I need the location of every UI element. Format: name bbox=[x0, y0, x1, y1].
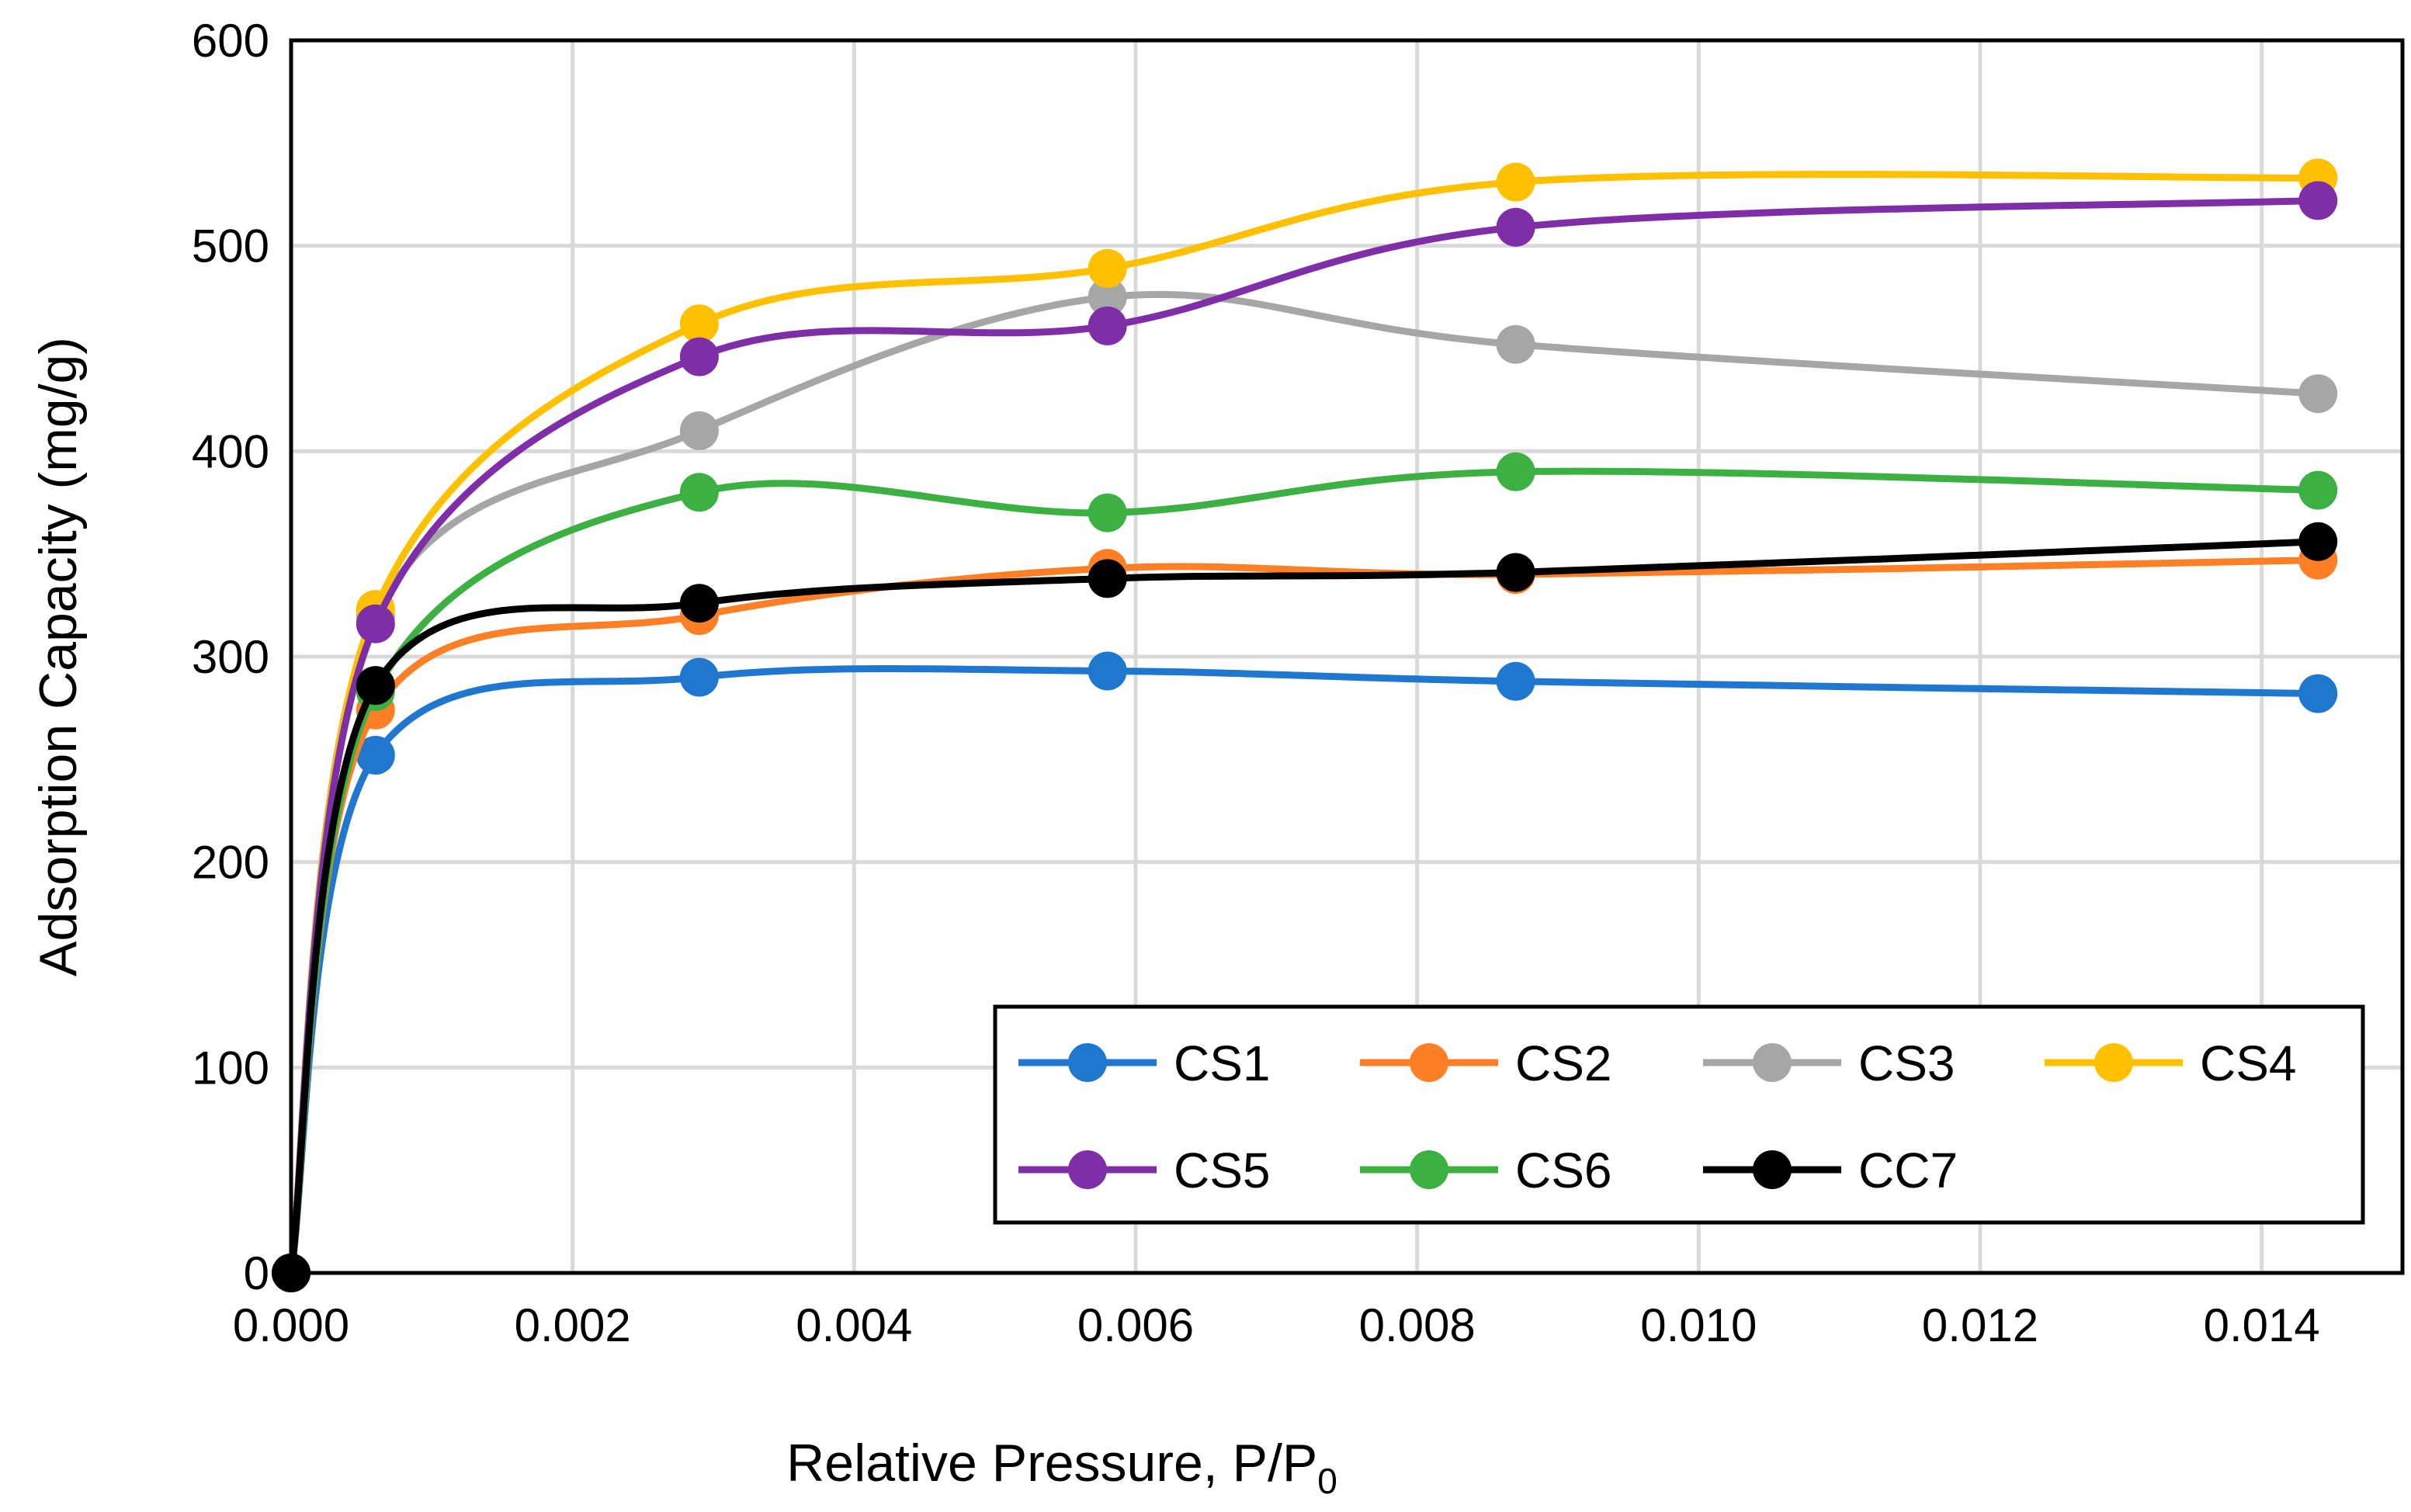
legend-entry-cc7: CC7 bbox=[1703, 1143, 1958, 1198]
legend-entry-cs6: CS6 bbox=[1360, 1143, 1612, 1198]
legend-label: CC7 bbox=[1858, 1143, 1958, 1198]
legend-label: CS3 bbox=[1858, 1035, 1955, 1091]
data-point-cs6 bbox=[679, 473, 719, 512]
data-point-cc7 bbox=[2298, 522, 2338, 561]
legend: CS1 CS2 CS3 CS4 CS5 CS6 CC7 bbox=[993, 1004, 2365, 1225]
series-cc7 bbox=[272, 522, 2338, 1292]
data-point-cs1 bbox=[356, 736, 395, 775]
y-tick-label: 600 bbox=[192, 15, 269, 67]
legend-entry-cs3: CS3 bbox=[1703, 1035, 1955, 1091]
data-point-cs5 bbox=[679, 337, 719, 376]
data-point-cs6 bbox=[2298, 470, 2338, 510]
x-tick-label: 0.012 bbox=[1922, 1299, 2038, 1351]
data-point-cs4 bbox=[1496, 162, 1535, 202]
x-tick-label: 0.004 bbox=[796, 1299, 912, 1351]
data-point-cs3 bbox=[1496, 324, 1535, 364]
data-point-cc7 bbox=[356, 666, 395, 706]
data-point-cc7 bbox=[1088, 559, 1127, 598]
y-tick-label: 0 bbox=[244, 1247, 269, 1299]
plot-area-frame bbox=[289, 38, 2405, 1275]
data-point-cs1 bbox=[1088, 651, 1127, 691]
series-layer bbox=[272, 158, 2338, 1292]
data-point-cs5 bbox=[1088, 306, 1127, 345]
x-tick-label: 0.000 bbox=[233, 1299, 349, 1351]
series-cs1 bbox=[272, 651, 2338, 1292]
legend-swatch-marker bbox=[1753, 1150, 1792, 1189]
data-point-cs3 bbox=[2298, 374, 2338, 414]
data-point-cs6 bbox=[1496, 452, 1535, 491]
data-point-cs5 bbox=[2298, 181, 2338, 220]
legend-box bbox=[993, 1004, 2365, 1225]
y-tick-label: 100 bbox=[192, 1042, 269, 1094]
legend-swatch-marker bbox=[1068, 1150, 1107, 1189]
legend-entry-cs2: CS2 bbox=[1360, 1035, 1612, 1091]
y-tick-label: 300 bbox=[192, 631, 269, 683]
series-line-cs5 bbox=[287, 196, 2322, 1277]
y-tick-label: 200 bbox=[192, 837, 269, 889]
x-tick-label: 0.014 bbox=[2204, 1299, 2320, 1351]
legend-swatch-marker bbox=[1410, 1043, 1448, 1082]
x-tick-label: 0.010 bbox=[1640, 1299, 1757, 1351]
y-tick-label: 500 bbox=[192, 220, 269, 272]
legend-label: CS6 bbox=[1515, 1143, 1612, 1198]
series-line-cs1 bbox=[287, 664, 2322, 1277]
legend-swatch-marker bbox=[1410, 1150, 1448, 1189]
legend-swatch-marker bbox=[1753, 1043, 1792, 1082]
legend-entry-cs5: CS5 bbox=[1018, 1143, 1271, 1198]
data-point-cc7 bbox=[1496, 553, 1535, 592]
series-line-cc7 bbox=[287, 538, 2322, 1277]
data-point-cs6 bbox=[1088, 493, 1127, 532]
tick-labels: 0.000 0.002 0.004 0.006 0.008 0.010 0.012 0.014… bbox=[192, 15, 2320, 1351]
series-cs5 bbox=[272, 181, 2338, 1292]
legend-swatch-marker bbox=[1068, 1043, 1107, 1082]
legend-label: CS4 bbox=[2200, 1035, 2297, 1091]
data-point-cs5 bbox=[356, 604, 395, 643]
y-tick-label: 400 bbox=[192, 425, 269, 477]
x-tick-label: 0.002 bbox=[515, 1299, 631, 1351]
data-point-cs4 bbox=[679, 304, 719, 344]
data-point-cc7 bbox=[679, 584, 719, 623]
data-point-cs1 bbox=[1496, 661, 1535, 701]
legend-label: CS2 bbox=[1515, 1035, 1612, 1091]
data-point-cs3 bbox=[1088, 277, 1127, 317]
x-axis-title-main: Relative Pressure, P/P bbox=[786, 1434, 1317, 1493]
data-point-cs3 bbox=[679, 411, 719, 450]
x-axis-title-subscript: 0 bbox=[1317, 1461, 1337, 1501]
x-axis-title: Relative Pressure, P/P0 bbox=[786, 1434, 1337, 1501]
legend-label: CS1 bbox=[1174, 1035, 1271, 1091]
y-axis-title: Adsorption Capacity (mg/g) bbox=[29, 337, 88, 976]
legend-label: CS5 bbox=[1174, 1143, 1271, 1198]
data-point-cs5 bbox=[1496, 207, 1535, 247]
legend-entry-cs4: CS4 bbox=[2045, 1035, 2297, 1091]
legend-swatch-marker bbox=[2094, 1043, 2133, 1082]
data-point-cs1 bbox=[679, 657, 719, 697]
data-point-cs4 bbox=[1088, 248, 1127, 288]
x-tick-label: 0.006 bbox=[1077, 1299, 1194, 1351]
data-point-cs1 bbox=[2298, 674, 2338, 713]
x-tick-label: 0.008 bbox=[1359, 1299, 1476, 1351]
legend-entry-cs1: CS1 bbox=[1018, 1035, 1271, 1091]
